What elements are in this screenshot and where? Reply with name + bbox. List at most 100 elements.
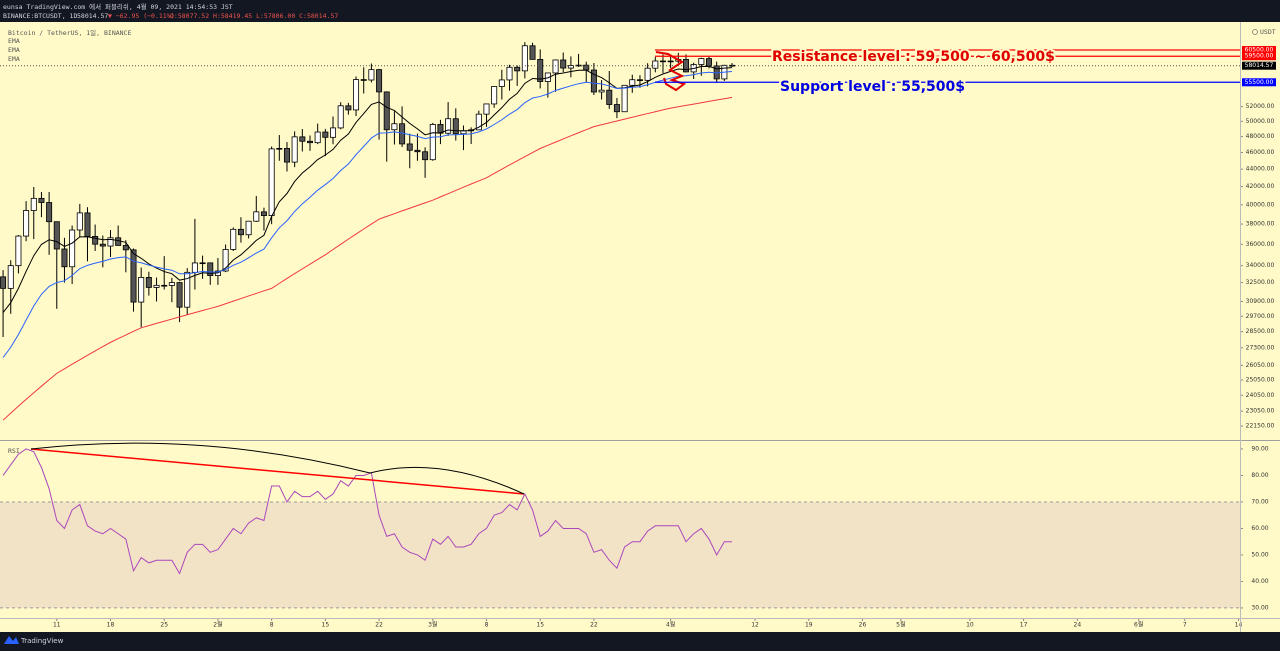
x-tick-label: 19 — [805, 622, 813, 629]
y-tick-label: 40000.00 — [1246, 201, 1275, 208]
series-line — [2, 96, 733, 421]
y-tick-label: 32500.00 — [1246, 279, 1275, 286]
candle-body — [636, 79, 643, 81]
candle-body — [53, 221, 60, 250]
candle-body — [230, 228, 237, 250]
y-tick-label: 46000.00 — [1246, 149, 1275, 156]
ohlc: O:58077.52 H:58419.45 L:57806.00 C:58014… — [170, 12, 338, 20]
x-tick-label: 6월 — [1134, 621, 1143, 629]
series-line — [2, 448, 733, 575]
candle-body — [422, 151, 429, 161]
candle-body — [368, 69, 375, 81]
x-tick-label: 22 — [590, 622, 598, 629]
candle-body — [191, 262, 198, 273]
candle-body — [629, 79, 636, 86]
candle-body — [529, 45, 536, 60]
last-price-label: 58014.57 — [1245, 62, 1274, 69]
candle-body — [107, 237, 114, 247]
candle-body — [38, 197, 45, 203]
candle-body — [168, 282, 175, 286]
candle-body — [176, 282, 183, 308]
candle-body — [452, 118, 459, 135]
y-tick-label: 80.00 — [1251, 472, 1268, 479]
x-tick-label: 10 — [966, 622, 974, 629]
candle-body — [138, 277, 145, 303]
candle-body — [61, 248, 68, 268]
symbol: BINANCE:BTCUSDT, 1D — [3, 12, 77, 20]
candle-body — [253, 211, 260, 222]
y-tick-label: 27300.00 — [1246, 344, 1275, 351]
x-tick-label: 18 — [107, 622, 115, 629]
brand-logo — [4, 636, 19, 644]
x-tick-label: 3월 — [428, 621, 437, 629]
x-tick-label: 26 — [859, 622, 867, 629]
candle-body — [92, 235, 99, 245]
x-tick-label: 5월 — [896, 621, 905, 629]
candle-body — [521, 45, 528, 72]
x-tick-label: 14 — [1235, 622, 1243, 629]
y-tick-label: 70.00 — [1251, 498, 1268, 505]
y-tick-label: 24050.00 — [1246, 392, 1275, 399]
candle-body — [145, 277, 152, 288]
brand: TradingView — [20, 637, 64, 645]
candle-body — [306, 140, 313, 144]
legend-entry: RSI — [8, 447, 20, 455]
candle-body — [76, 212, 83, 231]
candle-body — [514, 66, 521, 72]
candle-body — [498, 79, 505, 87]
header-text: eunsa TradingView.com 에서 퍼블리쉬, 4월 09, 20… — [3, 2, 233, 11]
candle-body — [0, 276, 7, 289]
x-tick-label: 17 — [1020, 622, 1028, 629]
y-tick-label: 50000.00 — [1246, 118, 1275, 125]
candle-body — [682, 59, 689, 73]
x-tick-label: 15 — [536, 622, 544, 629]
candle-body — [575, 64, 582, 67]
candle-body — [30, 197, 37, 211]
candle-body — [260, 211, 267, 216]
candle-body — [590, 69, 597, 93]
candle-body — [199, 262, 206, 265]
candle-body — [376, 69, 383, 93]
resistance-annotation: Resistance level : 59,500 ~ 60,500$ — [772, 49, 1055, 65]
candle-body — [122, 245, 129, 251]
y-tick-label: 22150.00 — [1246, 423, 1275, 430]
candle-body — [414, 149, 421, 153]
y-axis-unit: USDT — [1260, 28, 1276, 36]
x-tick-label: 8 — [485, 622, 489, 629]
y-tick-label: 60.00 — [1251, 525, 1268, 532]
x-tick-label: 24 — [1074, 622, 1082, 629]
candle-body — [667, 60, 674, 63]
level-box — [1242, 52, 1276, 61]
candle-body — [460, 130, 467, 135]
x-tick-label: 4월 — [666, 621, 675, 629]
candle-body — [537, 58, 544, 82]
candle-body — [613, 104, 620, 113]
y-tick-label: 30900.00 — [1246, 298, 1275, 305]
candle-body — [283, 148, 290, 163]
x-tick-label: 22 — [375, 622, 383, 629]
y-tick-label: 40.00 — [1251, 578, 1268, 585]
candle-body — [598, 89, 605, 93]
y-tick-label: 48000.00 — [1246, 133, 1275, 140]
candle-body — [99, 243, 106, 247]
series-line — [2, 71, 733, 358]
candle-body — [698, 58, 705, 65]
x-tick-label: 12 — [751, 622, 759, 629]
y-tick-label: 42000.00 — [1246, 183, 1275, 190]
y-tick-label: 50.00 — [1251, 551, 1268, 558]
candle-body — [652, 60, 659, 69]
candle-body — [483, 103, 490, 115]
candle-body — [207, 262, 214, 277]
series-line — [2, 65, 733, 313]
candle-body — [245, 220, 252, 236]
candle-body — [659, 60, 666, 63]
y-tick-label: 52000.00 — [1246, 103, 1275, 110]
x-tick-label: 11 — [53, 622, 61, 629]
candle-body — [69, 229, 76, 268]
candle-body — [445, 118, 452, 134]
price: 58014.57 — [77, 12, 108, 20]
legend-entry: EMA — [8, 37, 20, 45]
level-label: 59500.00 — [1245, 53, 1274, 60]
candle-body — [291, 136, 298, 163]
